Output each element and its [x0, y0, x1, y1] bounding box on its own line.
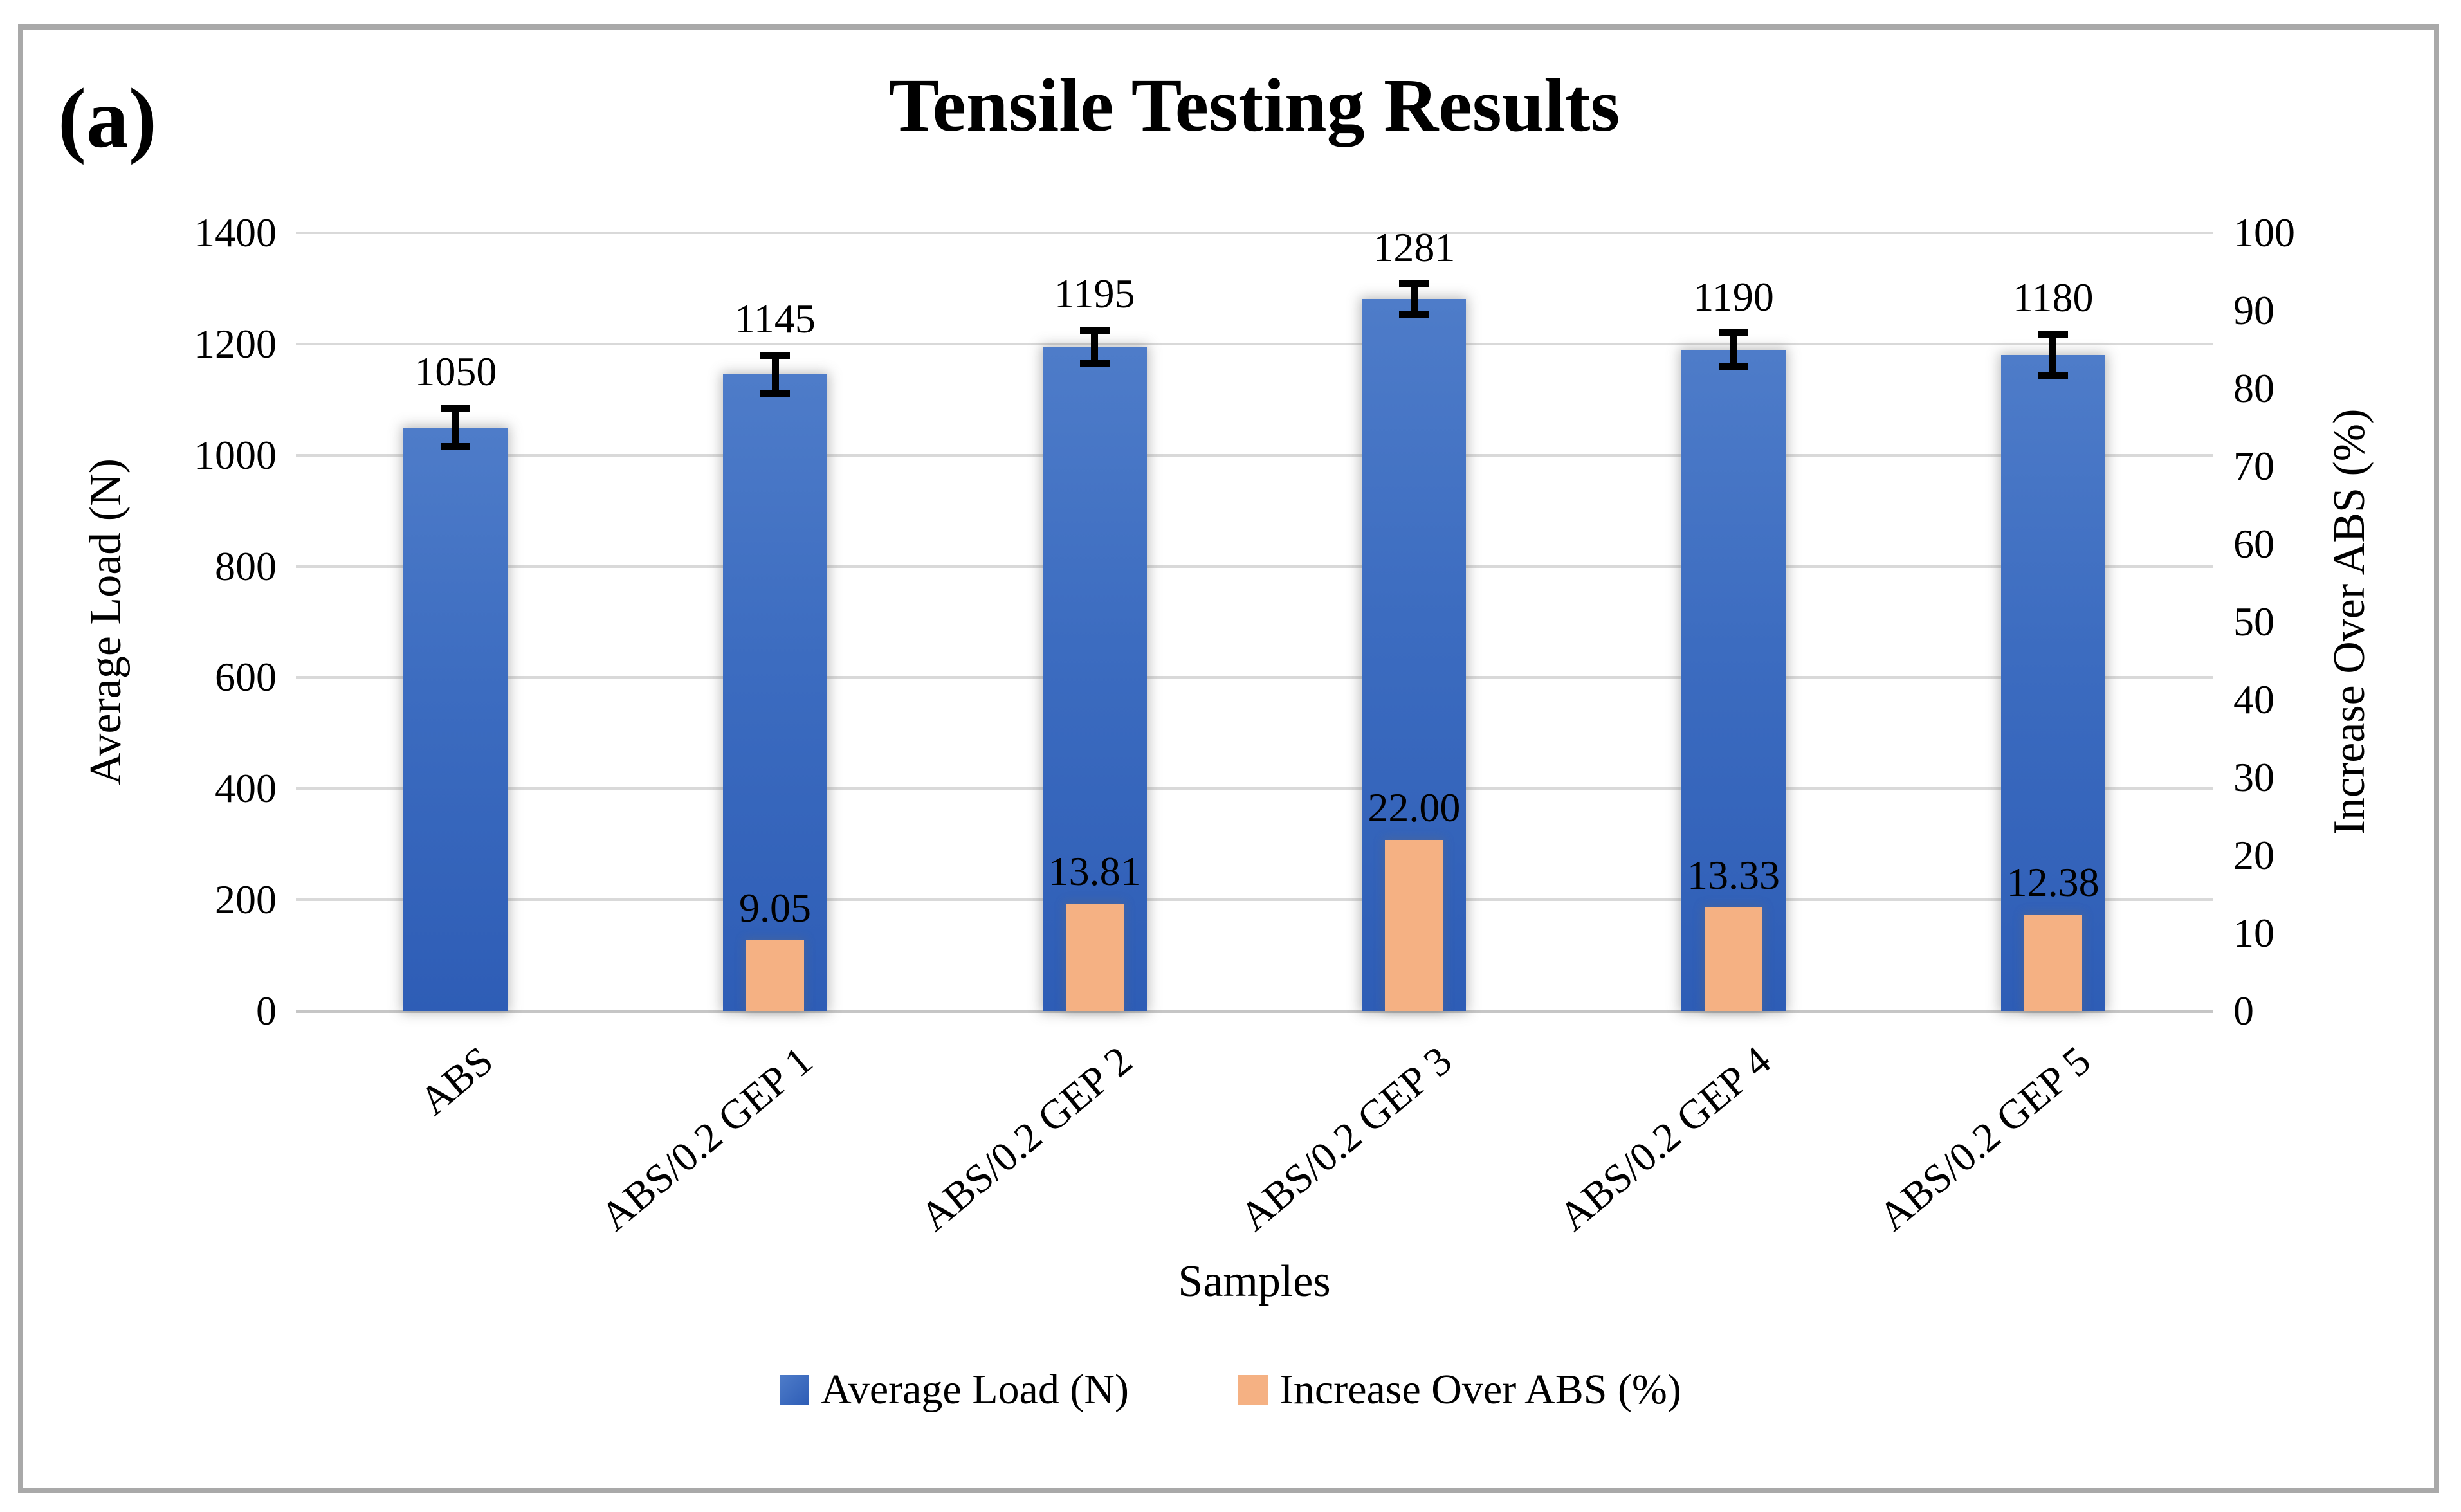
gridline	[296, 232, 2213, 234]
y-axis-right-tick-label: 90	[2233, 287, 2274, 333]
error-bar-cap-top	[2038, 330, 2068, 338]
error-bar-cap-bottom	[441, 443, 471, 451]
error-bar-vertical	[1410, 283, 1418, 315]
error-bar-cap-bottom	[1719, 362, 1748, 370]
error-bar-vertical	[771, 355, 779, 394]
x-axis-title: Samples	[1178, 1257, 1331, 1306]
error-bar-vertical	[1730, 332, 1737, 367]
x-axis-category-label: ABS/0.2 GEP 2	[911, 1037, 1140, 1240]
bar-increase-over-abs	[1385, 839, 1443, 1011]
y-axis-right-tick-label: 70	[2233, 443, 2274, 489]
bar-average-load	[1681, 349, 1786, 1011]
legend-swatch-average-load-icon	[780, 1375, 810, 1405]
y-axis-left-title: Average Load (N)	[81, 459, 131, 785]
gridline	[296, 1010, 2213, 1013]
y-axis-left-tick-label: 600	[215, 654, 277, 700]
gridline	[296, 342, 2213, 345]
bar-average-load	[723, 374, 827, 1011]
x-axis-category-label: ABS/0.2 GEP 5	[1869, 1037, 2099, 1240]
y-axis-left-tick-label: 0	[256, 988, 277, 1034]
y-axis-right-tick-label: 60	[2233, 521, 2274, 567]
panel-label: (a)	[58, 71, 157, 165]
error-bar-cap-top	[1079, 326, 1110, 334]
y-axis-left-tick-label: 800	[215, 543, 277, 589]
bar-increase-over-abs	[1065, 903, 1124, 1011]
bar-average-load	[403, 427, 508, 1011]
x-axis-category-label: ABS	[410, 1037, 502, 1124]
y-axis-right-tick-label: 100	[2233, 210, 2295, 255]
error-bar-cap-bottom	[1079, 360, 1110, 367]
y-axis-left-tick-label: 200	[215, 877, 277, 923]
x-axis-category-label: ABS/0.2 GEP 1	[592, 1037, 821, 1240]
data-label-average-load: 1281	[1373, 224, 1456, 270]
bar-average-load	[1042, 347, 1147, 1011]
gridline	[296, 565, 2213, 568]
bar-average-load	[2000, 355, 2105, 1011]
error-bar-cap-top	[441, 404, 471, 412]
legend-label-increase-over-abs: Increase Over ABS (%)	[1279, 1366, 1681, 1413]
data-label-increase-over-abs: 22.00	[1368, 784, 1461, 830]
legend-item-increase-over-abs: Increase Over ABS (%)	[1238, 1369, 1681, 1411]
data-label-average-load: 1195	[1054, 271, 1135, 317]
gridline	[296, 453, 2213, 457]
y-axis-left-tick-label: 1400	[194, 210, 277, 255]
data-label-increase-over-abs: 13.81	[1048, 848, 1141, 894]
error-bar-cap-bottom	[760, 390, 790, 398]
y-axis-left-tick-label: 1200	[194, 320, 277, 367]
error-bar-vertical	[452, 408, 459, 447]
error-bar-cap-bottom	[1399, 311, 1429, 318]
gridline	[296, 898, 2213, 902]
data-label-increase-over-abs: 9.05	[739, 885, 811, 931]
error-bar-vertical	[1091, 330, 1099, 364]
bar-increase-over-abs	[746, 940, 804, 1011]
error-bar-cap-top	[1399, 280, 1429, 287]
data-label-average-load: 1190	[1693, 273, 1774, 320]
y-axis-right-title: Increase Over ABS (%)	[2325, 408, 2374, 835]
legend-label-average-load: Average Load (N)	[821, 1366, 1129, 1413]
y-axis-right-tick-label: 30	[2233, 754, 2274, 800]
bar-increase-over-abs	[2024, 915, 2082, 1011]
legend-item-average-load: Average Load (N)	[780, 1369, 1129, 1411]
data-label-increase-over-abs: 13.33	[1687, 852, 1780, 898]
y-axis-right-tick-label: 50	[2233, 599, 2274, 644]
y-axis-left-tick-label: 400	[215, 765, 277, 812]
x-axis-category-label: ABS/0.2 GEP 4	[1550, 1037, 1780, 1240]
x-axis-category-label: ABS/0.2 GEP 3	[1230, 1037, 1460, 1240]
legend: Average Load (N) Increase Over ABS (%)	[0, 1369, 2461, 1411]
bar-increase-over-abs	[1705, 907, 1762, 1011]
error-bar-cap-top	[1719, 329, 1748, 337]
y-axis-right-tick-label: 20	[2233, 832, 2274, 878]
y-axis-right-tick-label: 40	[2233, 677, 2274, 722]
error-bar-vertical	[2049, 334, 2057, 376]
y-axis-right-tick-label: 10	[2233, 910, 2274, 956]
data-label-average-load: 1145	[735, 296, 816, 342]
y-axis-right-tick-label: 0	[2233, 988, 2254, 1034]
error-bar-cap-bottom	[2038, 372, 2068, 380]
y-axis-left-tick-label: 1000	[194, 432, 277, 478]
chart-title: Tensile Testing Results	[888, 63, 1620, 147]
data-label-average-load: 1050	[414, 349, 497, 395]
error-bar-cap-top	[760, 351, 790, 359]
data-label-average-load: 1180	[2012, 275, 2094, 321]
legend-swatch-increase-over-abs-icon	[1238, 1375, 1268, 1405]
data-label-increase-over-abs: 12.38	[2006, 859, 2100, 906]
gridline	[296, 787, 2213, 790]
gridline	[296, 676, 2213, 679]
y-axis-right-tick-label: 80	[2233, 365, 2274, 411]
